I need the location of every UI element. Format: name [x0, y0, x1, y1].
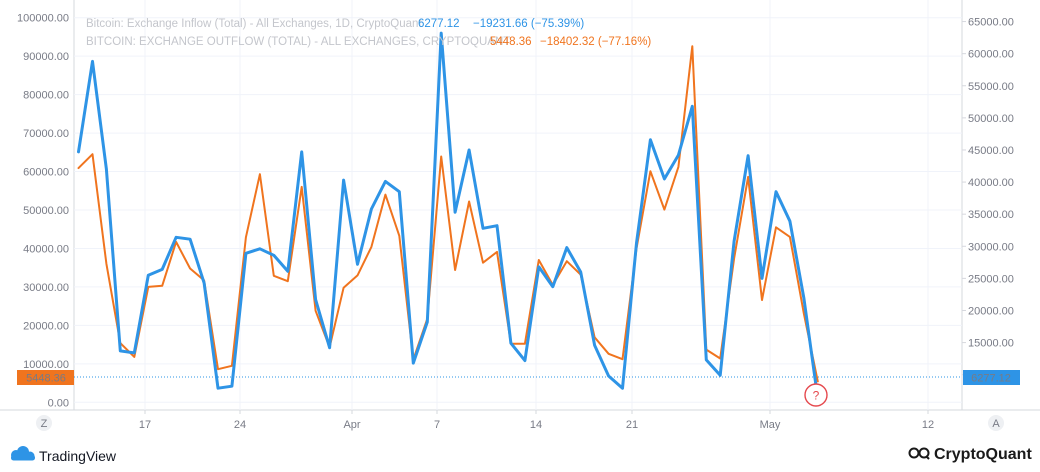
time-tick-label: 7	[434, 419, 440, 431]
tradingview-label: TradingView	[39, 448, 117, 464]
legend-inflow-last: 6277.12	[418, 18, 460, 30]
left-tick-label: 50000.00	[23, 205, 69, 217]
outflow-series-line[interactable]	[77, 45, 819, 383]
left-tick-label: 40000.00	[23, 243, 69, 255]
right-tick-label: 15000.00	[968, 338, 1014, 350]
inflow-last-badge-label: 6277.12	[971, 373, 1011, 385]
left-axis: 0.00 10000.00 20000.00 30000.00 40000.00 5000…	[17, 13, 69, 410]
right-tick-label: 20000.00	[968, 305, 1014, 317]
left-tick-label: 100000.00	[17, 13, 69, 25]
outflow-last-badge	[17, 370, 74, 385]
right-axis: 10000.0015000.0020000.0025000.0030000.00…	[962, 17, 1014, 382]
right-tick-label: 35000.00	[968, 209, 1014, 221]
tradingview-cloud-icon	[11, 446, 35, 461]
left-tick-label: 20000.00	[23, 320, 69, 332]
left-tick-label: 10000.00	[23, 359, 69, 371]
time-tick-label: 24	[234, 419, 246, 431]
tradingview-logo[interactable]: TradingView	[11, 446, 117, 464]
time-tick-label: 14	[530, 419, 542, 431]
question-annotation[interactable]	[804, 383, 828, 407]
right-tick-label: 65000.00	[968, 17, 1014, 29]
legend-outflow-name: BITCOIN: EXCHANGE OUTFLOW (TOTAL) - ALL …	[86, 36, 510, 48]
left-tick-label: 90000.00	[23, 51, 69, 63]
legend: Bitcoin: Exchange Inflow (Total) - All E…	[86, 18, 651, 48]
series-layer	[77, 31, 820, 401]
right-tick-label: 45000.00	[968, 145, 1014, 157]
inflow-series-line[interactable]	[77, 31, 820, 401]
legend-outflow-change: −18402.32 (−77.16%)	[540, 36, 651, 48]
left-tick-label: 60000.00	[23, 167, 69, 179]
left-tick-label: 70000.00	[23, 128, 69, 140]
right-tick-label: 40000.00	[968, 177, 1014, 189]
question-annotation-label: ?	[813, 389, 820, 403]
right-tick-label: 30000.00	[968, 241, 1014, 253]
auto-scale-button-label: A	[992, 418, 1000, 430]
right-tick-label: 55000.00	[968, 81, 1014, 93]
time-tick-label: 17	[139, 419, 151, 431]
right-tick-label: 25000.00	[968, 273, 1014, 285]
legend-inflow-change: −19231.66 (−75.39%)	[473, 18, 584, 30]
left-tick-label: 30000.00	[23, 282, 69, 294]
time-tick-label: 12	[922, 419, 934, 431]
cryptoquant-icon	[908, 447, 930, 460]
outflow-last-badge-label: 5448.36	[26, 373, 66, 385]
legend-inflow-name: Bitcoin: Exchange Inflow (Total) - All E…	[86, 18, 422, 30]
zoom-button[interactable]	[36, 415, 52, 431]
cryptoquant-logo[interactable]: CryptoQuant	[908, 446, 1033, 463]
grid	[0, 0, 1040, 411]
right-tick-label: 50000.00	[968, 113, 1014, 125]
legend-outflow-last: 5448.36	[490, 36, 532, 48]
left-tick-label: 0.00	[48, 397, 69, 409]
time-tick-label: May	[760, 419, 781, 431]
time-axis: 17 24 Apr 7 14 21 May 12	[139, 410, 934, 431]
left-tick-label: 80000.00	[23, 90, 69, 102]
cryptoquant-label: CryptoQuant	[934, 446, 1032, 463]
inflow-last-badge	[963, 370, 1020, 385]
zoom-button-label: Z	[41, 418, 48, 430]
auto-scale-button[interactable]	[988, 415, 1004, 431]
time-tick-label: Apr	[343, 419, 360, 431]
time-tick-label: 21	[626, 419, 638, 431]
right-tick-label: 60000.00	[968, 49, 1014, 61]
